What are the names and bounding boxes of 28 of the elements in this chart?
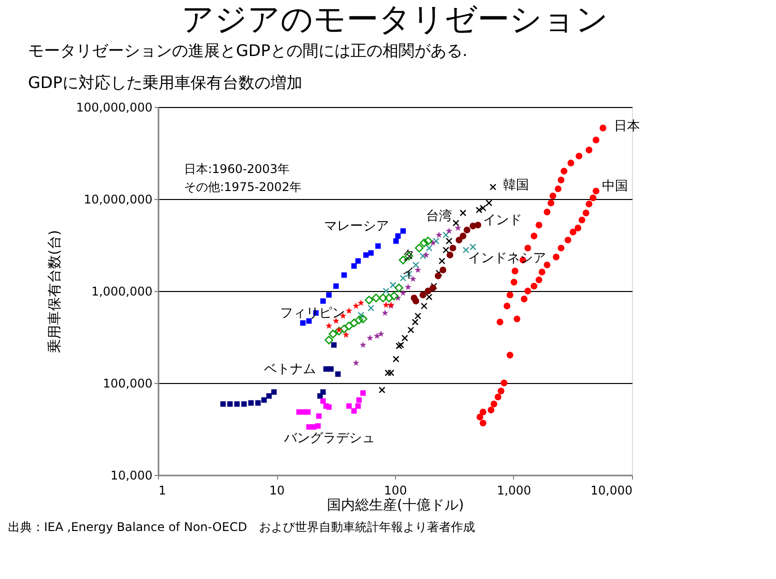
x-axis-title: 国内総生産(十億ドル) — [327, 498, 464, 514]
series-label: インド — [482, 213, 522, 228]
x-tick-label: 100 — [384, 484, 407, 498]
y-axis-title: 乗用車保有台数(台) — [47, 230, 64, 353]
x-tick-label: 1 — [158, 484, 166, 498]
source-note: 出典：IEA ,Energy Balance of Non-OECD および世界自動車統計年報より著者作成 — [8, 520, 476, 534]
annotation: その他:1975-2002年 — [184, 180, 302, 194]
y-tick-label: 10,000,000 — [84, 192, 152, 206]
y-tick-label: 100,000,000 — [76, 100, 152, 114]
y-tick-label: 100,000 — [102, 376, 152, 390]
x-tick-label: 10,000 — [590, 484, 632, 498]
x-tick-label: 10 — [269, 484, 285, 498]
series-label: 台湾 — [426, 208, 452, 224]
y-tick-label: 10,000 — [110, 468, 152, 482]
text: GDPに対応した乗用車保有台数の増加 — [28, 73, 302, 92]
y-tick-label: 1,000,000 — [91, 284, 152, 298]
x-tick-label: 1,000 — [496, 484, 532, 498]
annotation: 日本:1960-2003年 — [184, 162, 290, 176]
chart-title: アジアのモータリゼーション — [182, 0, 608, 38]
chart-subtitle: モータリゼーションの進展とGDPとの間には正の相関がある. — [28, 41, 468, 60]
series-label: マレーシア — [324, 218, 390, 234]
series-label: フィリピン — [280, 306, 345, 321]
series-label: バングラデシュ — [283, 430, 376, 446]
series-label: ベトナム — [264, 362, 316, 378]
series-label: 中国 — [602, 179, 628, 194]
series-label: インドネシア — [468, 250, 546, 266]
series-label: 日本 — [614, 119, 640, 134]
series-label: 韓国 — [502, 178, 529, 194]
